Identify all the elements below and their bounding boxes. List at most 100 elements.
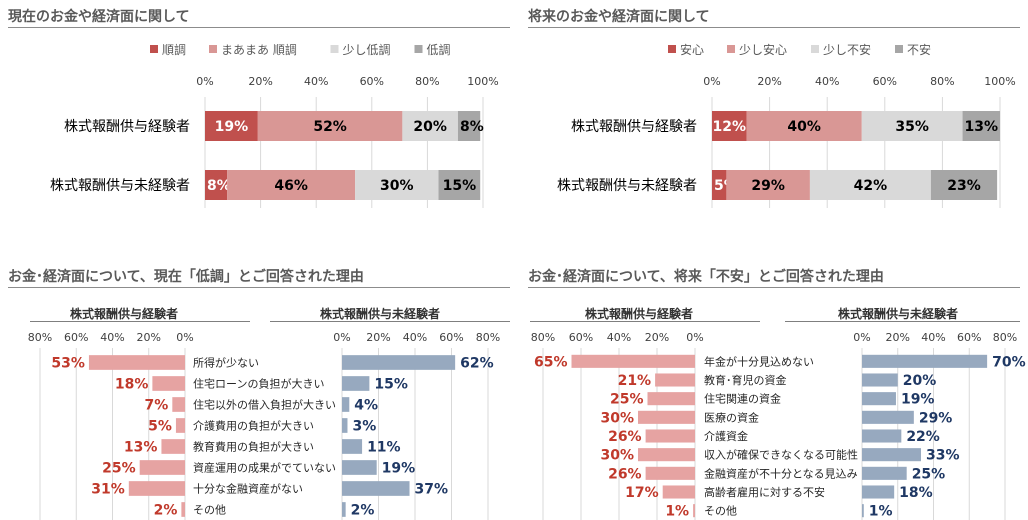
subheader-rule-inexperienced-future <box>785 321 1020 322</box>
legend-swatch-0-3 <box>414 45 423 53</box>
right-bar-3-4 <box>862 429 902 443</box>
left-bar-value-2-0: 53% <box>51 356 85 372</box>
right-tick-2-1: 20% <box>366 331 390 344</box>
reason-label-2-6: 十分な金融資産がない <box>193 482 303 496</box>
bar-value-label-1-0-0: 12% <box>713 119 747 135</box>
bar-value-label-0-0-1: 52% <box>313 119 347 135</box>
left-bar-value-2-4: 13% <box>124 440 158 456</box>
right-bar-3-8 <box>862 504 864 518</box>
right-bar-3-7 <box>862 485 895 499</box>
x-tick-0-4: 80% <box>415 75 439 88</box>
left-bar-3-1 <box>655 373 695 387</box>
left-bar-2-4 <box>161 439 185 454</box>
bar-0-1-1 <box>227 170 356 200</box>
subheader-experienced-current: 株式報酬供与経験者 <box>70 307 179 321</box>
left-bar-value-2-5: 25% <box>102 461 136 477</box>
right-tick-2-0: 0% <box>333 331 350 344</box>
right-bar-value-3-2: 19% <box>901 392 935 408</box>
right-bar-value-3-0: 70% <box>992 354 1026 370</box>
left-bar-3-6 <box>645 466 695 480</box>
legend-swatch-0-2 <box>330 45 339 53</box>
left-bar-3-4 <box>645 429 695 443</box>
bar-0-0-1 <box>257 111 403 141</box>
bar-value-label-0-1-3: 15% <box>443 178 477 194</box>
reason-label-3-5: 収入が確保できなくなる可能性 <box>704 448 858 462</box>
right-bar-value-2-6: 37% <box>415 482 449 498</box>
left-tick-2-2: 40% <box>100 331 124 344</box>
legend-label-0-0: 順調 <box>162 43 186 57</box>
category-label-0-1: 株式報酬供与未経験者 <box>50 178 190 194</box>
bar-0-1-2 <box>355 170 439 200</box>
legend-label-1-0: 安心 <box>680 42 704 57</box>
panel-title-current-reasons: お金･経済面について、現在「低調」とご回答された理由 <box>8 269 364 285</box>
left-bar-value-2-2: 7% <box>145 398 169 414</box>
bar-0-0-0 <box>205 111 258 141</box>
panel-rule-future <box>528 27 1020 28</box>
legend-label-1-3: 不安 <box>907 42 931 57</box>
right-bar-2-5 <box>342 460 377 475</box>
left-bar-2-1 <box>152 376 185 391</box>
bar-value-label-1-0-2: 35% <box>895 119 929 135</box>
right-tick-2-2: 40% <box>403 331 427 344</box>
left-tick-3-1: 60% <box>569 331 593 344</box>
left-tick-3-3: 20% <box>645 331 669 344</box>
right-bar-value-2-7: 2% <box>351 503 375 519</box>
left-bar-value-3-2: 25% <box>610 392 644 408</box>
left-bar-value-3-8: 1% <box>665 504 689 520</box>
right-bar-2-0 <box>342 355 456 370</box>
panel-rule-current <box>8 27 510 28</box>
panel-title-current: 現在のお金や経済面に関して <box>8 9 190 25</box>
reason-label-2-1: 住宅ローンの負担が大きい <box>193 377 324 391</box>
right-bar-2-4 <box>342 439 363 454</box>
right-bar-value-3-8: 1% <box>869 504 893 520</box>
left-bar-3-5 <box>638 448 695 462</box>
left-bar-2-6 <box>128 481 185 496</box>
reason-label-3-1: 教育･育児の資金 <box>704 373 787 387</box>
right-bar-value-2-1: 15% <box>374 377 408 393</box>
left-bar-3-8 <box>693 504 695 518</box>
reason-label-2-3: 介護費用の負担が大きい <box>193 419 314 433</box>
right-tick-3-4: 80% <box>993 331 1017 344</box>
legend-swatch-1-1 <box>727 45 735 53</box>
bar-0-1-0 <box>205 170 228 200</box>
panel-rule-future-reasons <box>528 287 1020 288</box>
bar-1-1-0 <box>712 170 727 200</box>
subheader-rule-inexperienced-current <box>270 321 510 322</box>
reason-label-2-7: その他 <box>193 504 226 517</box>
left-bar-3-0 <box>571 354 695 368</box>
right-tick-2-4: 80% <box>476 331 500 344</box>
legend-label-1-1: 少し安心 <box>739 42 787 57</box>
reason-label-3-4: 介護資金 <box>704 429 748 443</box>
reason-label-3-6: 金融資産が不十分となる見込み <box>704 466 858 480</box>
bar-1-1-2 <box>809 170 931 200</box>
bar-value-label-0-0-2: 20% <box>413 119 447 135</box>
left-bar-2-0 <box>88 355 185 370</box>
reason-label-2-4: 教育費用の負担が大きい <box>193 440 314 454</box>
left-bar-value-2-1: 18% <box>115 377 149 393</box>
right-bar-3-1 <box>862 373 898 387</box>
left-bar-value-3-6: 26% <box>608 466 642 482</box>
panel-title-future: 将来のお金や経済面に関して <box>528 9 710 25</box>
legend-swatch-1-2 <box>811 45 819 53</box>
left-tick-2-4: 0% <box>176 331 193 344</box>
subheader-rule-experienced-future <box>530 321 760 322</box>
left-bar-value-3-3: 30% <box>600 410 634 426</box>
bar-1-1-3 <box>930 170 998 200</box>
right-tick-3-1: 20% <box>886 331 910 344</box>
right-bar-2-1 <box>342 376 370 391</box>
bar-value-label-1-0-3: 13% <box>965 119 999 135</box>
left-bar-value-3-5: 30% <box>600 448 634 464</box>
left-bar-2-5 <box>139 460 185 475</box>
right-bar-3-6 <box>862 466 907 480</box>
bar-value-label-1-1-1: 29% <box>751 178 785 194</box>
x-tick-1-3: 60% <box>873 75 897 88</box>
left-tick-3-0: 80% <box>531 331 555 344</box>
left-bar-2-7 <box>181 502 185 517</box>
x-tick-0-5: 100% <box>467 75 498 88</box>
right-bar-value-3-5: 33% <box>926 448 960 464</box>
left-bar-2-2 <box>172 397 185 412</box>
legend-label-0-1: まあまあ 順調 <box>221 43 297 57</box>
x-tick-0-3: 60% <box>360 75 384 88</box>
bar-value-label-0-1-0: 8% <box>207 178 231 194</box>
